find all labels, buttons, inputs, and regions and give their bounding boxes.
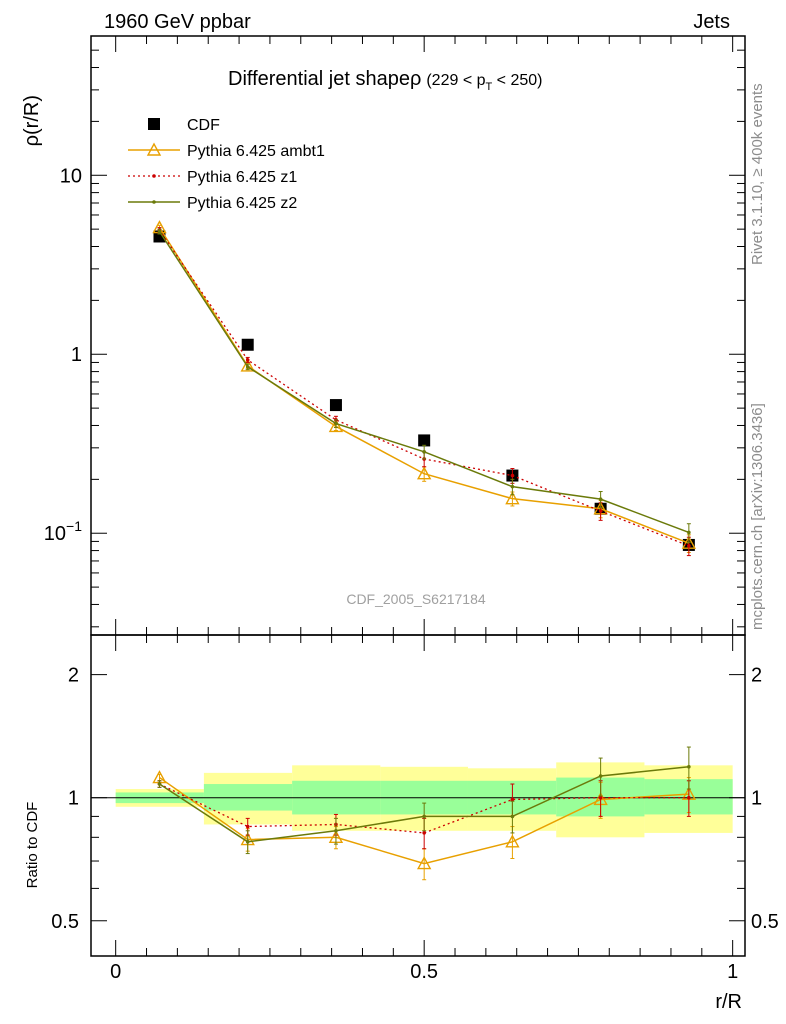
ratio-y-tick-label: 0.5	[51, 911, 79, 933]
x-axis-label: r/R	[715, 991, 742, 1013]
legend: CDF Pythia 6.425 ambt1 Pythia 6.425 z1 Pyth…	[128, 117, 325, 212]
z1-marker	[245, 824, 250, 829]
legend-entry-cdf: CDF	[148, 117, 220, 134]
z2-marker	[334, 828, 338, 833]
x-tick-label: 1	[727, 961, 738, 983]
z2-marker	[245, 365, 250, 369]
z1-marker	[598, 509, 603, 513]
ambt1-marker	[505, 834, 520, 848]
z2-marker	[510, 484, 515, 489]
y-tick-label-base: 10	[44, 523, 66, 545]
series-z1	[157, 227, 691, 557]
legend-label-z2: Pythia 6.425 z2	[187, 195, 297, 212]
z2-marker	[422, 814, 426, 819]
chart-title: Differential jet shapeρ (229 < pT < 250)	[228, 68, 543, 93]
title-cut: (229 < p	[426, 72, 485, 89]
header-left: 1960 GeV ppbar	[104, 11, 251, 33]
legend-entry-z1: Pythia 6.425 z1	[128, 169, 297, 186]
z1-marker	[152, 174, 156, 178]
series-z2	[157, 228, 691, 543]
ratio-axis-ticks: 0.5 0.5 1 1 2 2 0 0.5 1	[51, 635, 779, 983]
z2-marker	[687, 765, 691, 769]
y-tick-label-exponent: −1	[66, 518, 82, 534]
legend-label-z1: Pythia 6.425 z1	[187, 169, 297, 186]
z2-marker	[687, 530, 691, 535]
series-z2	[157, 746, 691, 855]
ambt1-marker	[416, 466, 432, 480]
title-cut-subscript: T	[486, 81, 493, 93]
header-right: Jets	[693, 11, 730, 33]
ratio-series-layer	[152, 746, 697, 881]
x-tick-label: 0.5	[410, 961, 438, 983]
z1-marker	[687, 544, 691, 548]
z1-marker	[687, 795, 691, 800]
y-axis-label-main: ρ(r/R)	[21, 95, 43, 146]
ratio-y-tick-label: 2	[68, 665, 79, 687]
legend-cdf-marker	[148, 118, 160, 130]
ambt1-marker	[505, 491, 520, 505]
title-cut-end: < 250)	[492, 72, 542, 89]
series-cdf	[153, 230, 695, 551]
title-main: Differential jet shapeρ	[228, 68, 421, 90]
z1-marker	[245, 358, 250, 362]
z1-marker	[510, 473, 515, 478]
z2-marker	[245, 840, 250, 844]
ambt1-marker	[328, 418, 344, 433]
y-tick-label: 1	[71, 344, 82, 366]
ratio-panel: 0.5 0.5 1 1 2 2 0 0.5 1	[51, 634, 779, 983]
rivet-info: Rivet 3.1.10, ≥ 400k events	[749, 83, 766, 265]
ambt1-line	[158, 227, 690, 544]
ratio-frame	[90, 634, 746, 957]
z2-line	[158, 231, 690, 534]
cdf-marker	[241, 338, 254, 351]
z2-marker	[334, 421, 338, 426]
legend-entry-ambt1: Pythia 6.425 ambt1	[128, 142, 325, 160]
y-tick-label: 10−1	[44, 518, 82, 545]
legend-entry-z2: Pythia 6.425 z2	[128, 195, 297, 212]
z2-marker	[157, 229, 162, 234]
z2-marker	[598, 497, 603, 501]
ratio-y-tick-label-right: 0.5	[751, 911, 779, 933]
ambt1-marker	[240, 358, 255, 372]
z2-marker	[422, 450, 426, 454]
ambt1-marker	[146, 142, 162, 156]
cdf-marker	[329, 399, 342, 412]
legend-label-cdf: CDF	[187, 117, 220, 134]
mcplots-info: mcplots.cern.ch [arXiv:1306.3436]	[749, 403, 766, 630]
y-tick-label: 10	[60, 165, 82, 187]
z1-line	[158, 229, 690, 547]
z1-marker	[422, 831, 426, 835]
main-series-layer	[152, 220, 697, 557]
y-axis-label-ratio: Ratio to CDF	[24, 802, 41, 889]
ratio-y-tick-label-right: 1	[751, 788, 762, 810]
z2-marker	[598, 774, 603, 778]
z2-marker	[510, 814, 515, 819]
ratio-y-tick-label-right: 2	[751, 665, 762, 687]
cdf-marker	[418, 434, 431, 447]
z1-marker	[510, 797, 515, 802]
z1-marker	[598, 795, 603, 800]
series-ambt1	[152, 220, 697, 554]
z2-marker	[157, 782, 162, 786]
x-tick-label: 0	[110, 961, 121, 983]
legend-label-ambt1: Pythia 6.425 ambt1	[187, 143, 325, 160]
z2-marker	[152, 200, 156, 204]
analysis-watermark: CDF_2005_S6217184	[346, 591, 486, 607]
ratio-y-tick-label: 1	[68, 788, 79, 810]
ambt1-marker	[416, 856, 432, 870]
